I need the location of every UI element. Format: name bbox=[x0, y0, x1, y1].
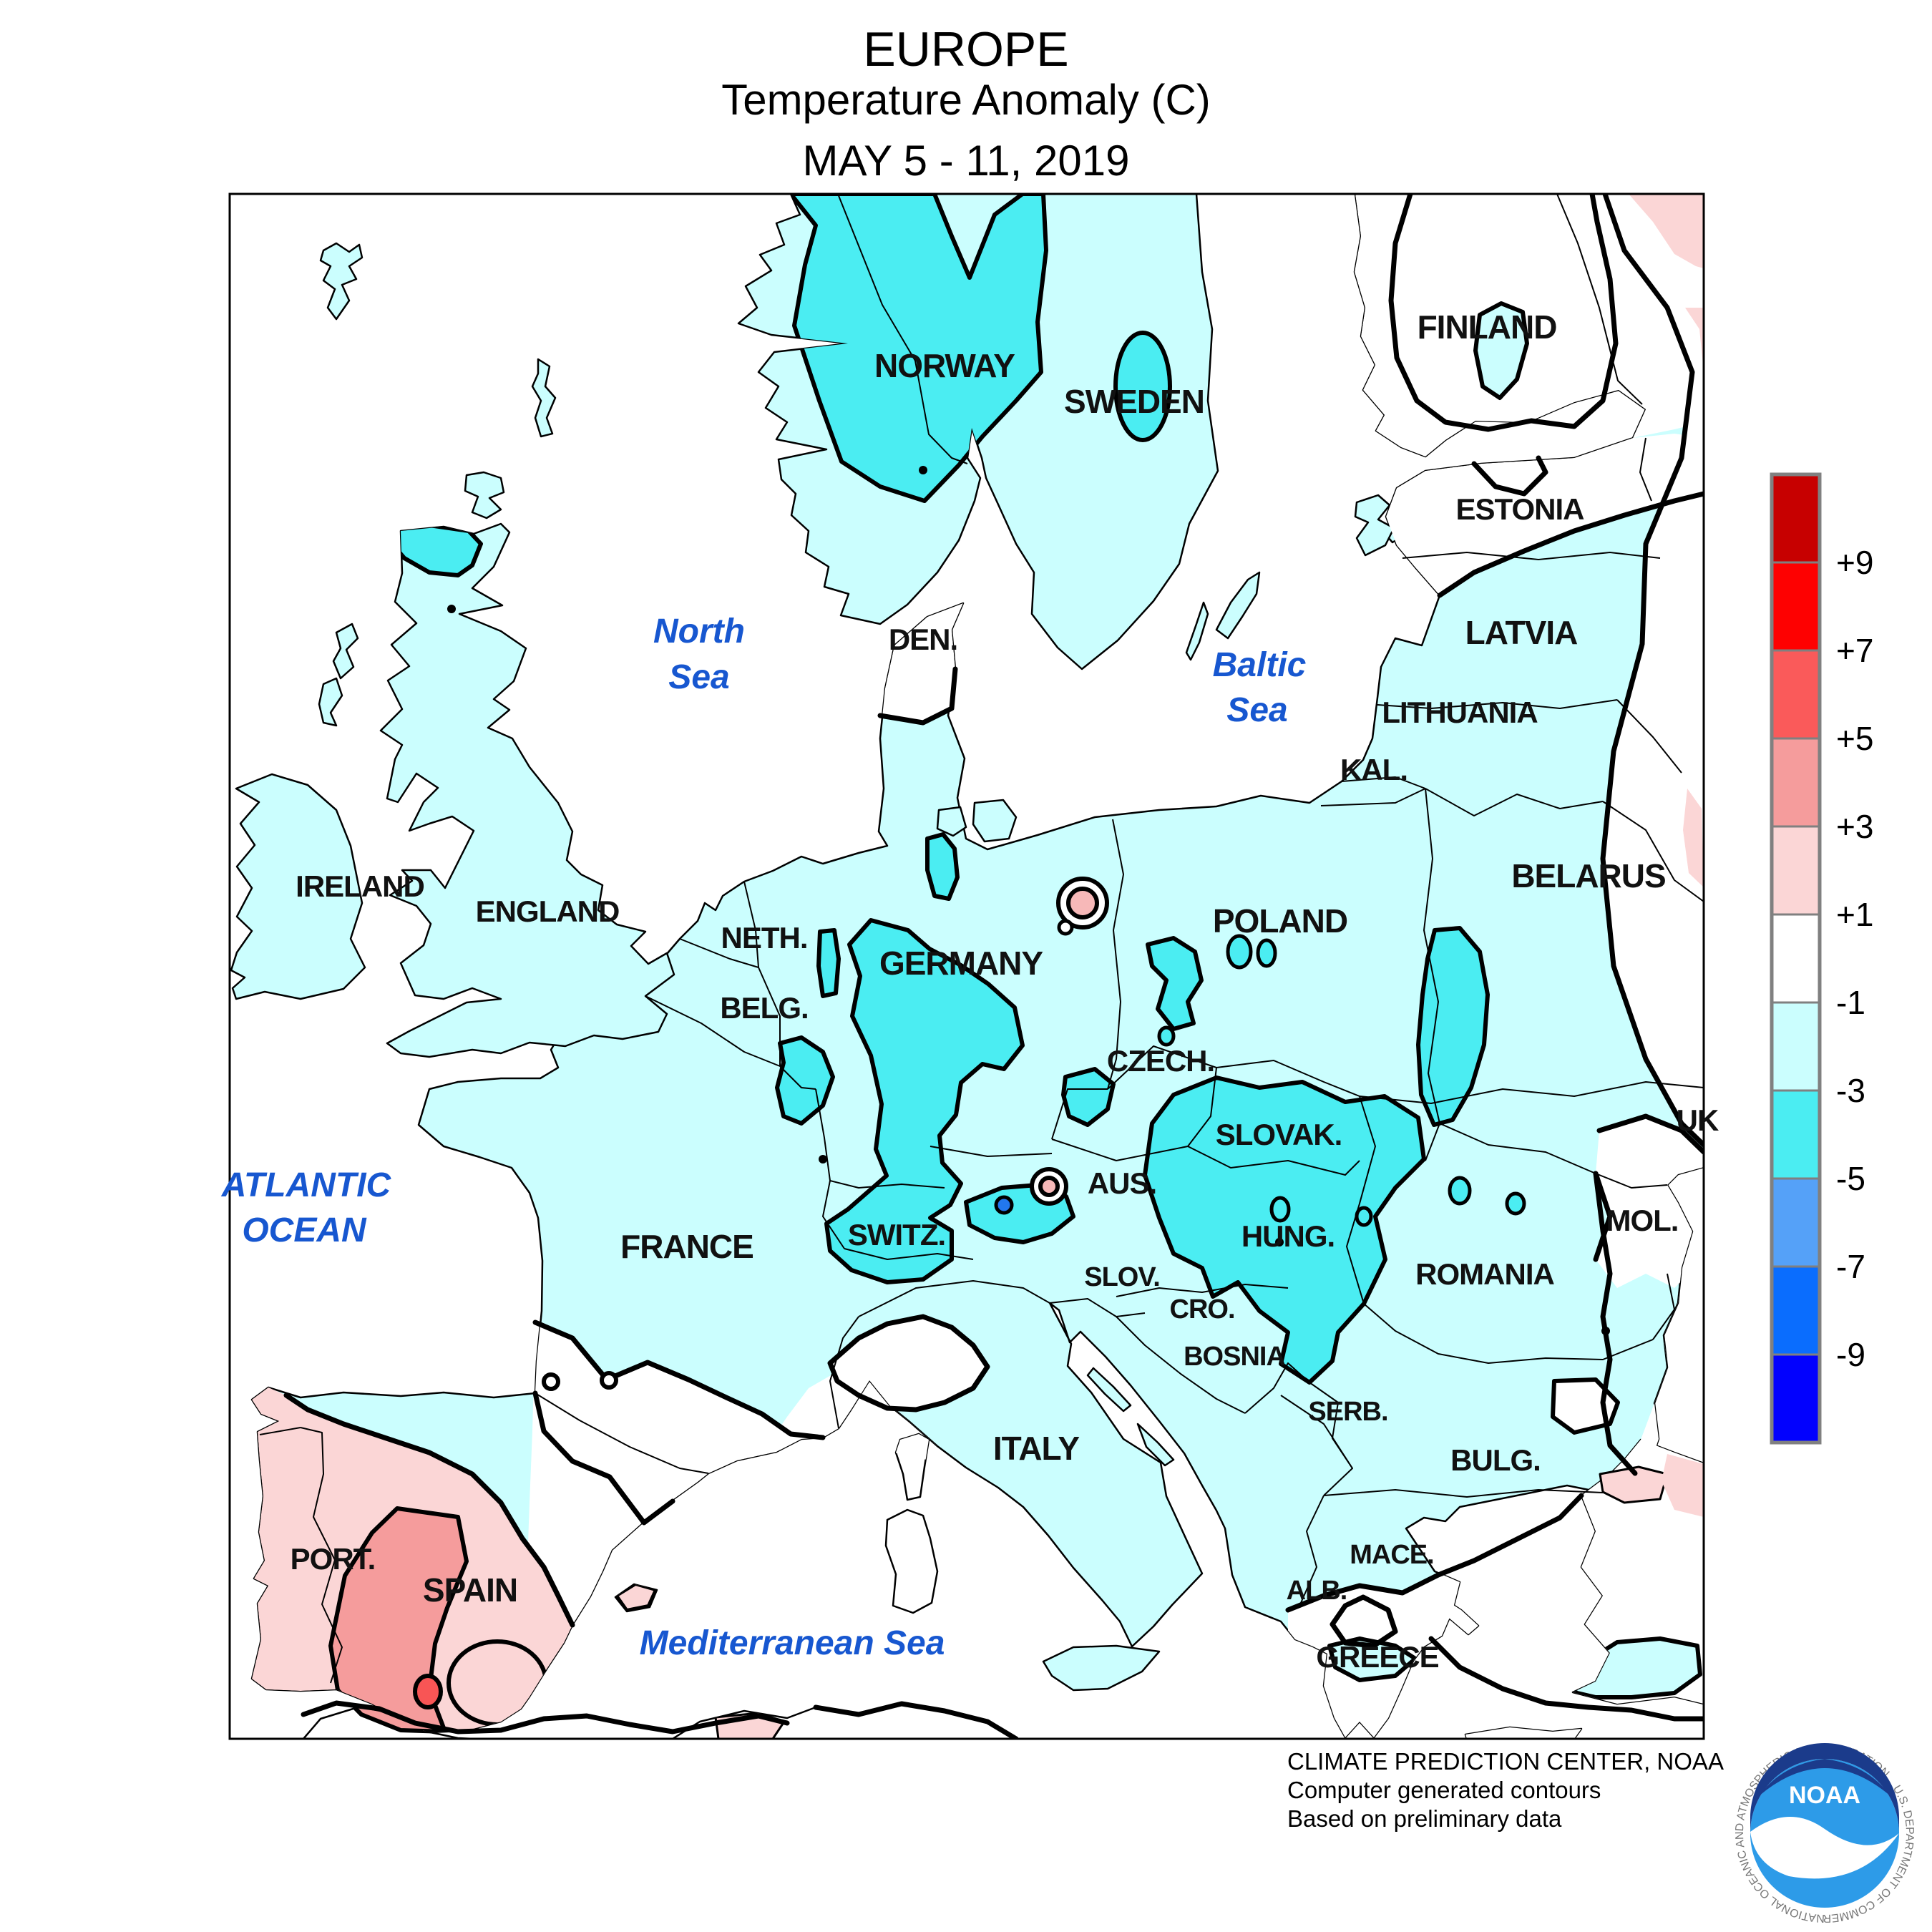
svg-text:ITALY: ITALY bbox=[993, 1430, 1080, 1467]
svg-text:NOAA: NOAA bbox=[1789, 1782, 1860, 1809]
svg-text:SLOV.: SLOV. bbox=[1084, 1262, 1160, 1292]
svg-text:BELG.: BELG. bbox=[720, 991, 808, 1025]
svg-text:Based on preliminary data: Based on preliminary data bbox=[1287, 1805, 1562, 1832]
svg-text:MACE.: MACE. bbox=[1350, 1540, 1433, 1570]
svg-text:SWEDEN: SWEDEN bbox=[1064, 383, 1204, 420]
svg-text:ROMANIA: ROMANIA bbox=[1415, 1257, 1554, 1291]
svg-text:North: North bbox=[653, 613, 745, 650]
svg-text:+1: +1 bbox=[1836, 896, 1873, 933]
svg-text:ATLANTIC: ATLANTIC bbox=[221, 1166, 392, 1204]
svg-text:+3: +3 bbox=[1836, 808, 1873, 845]
svg-text:SPAIN: SPAIN bbox=[423, 1571, 517, 1609]
svg-text:KAL.: KAL. bbox=[1340, 753, 1407, 786]
svg-text:GERMANY: GERMANY bbox=[879, 945, 1043, 982]
svg-text:+7: +7 bbox=[1836, 632, 1873, 669]
svg-text:-9: -9 bbox=[1836, 1336, 1865, 1373]
svg-text:ALB.: ALB. bbox=[1287, 1576, 1347, 1606]
svg-text:+9: +9 bbox=[1836, 544, 1873, 581]
svg-text:Mediterranean Sea: Mediterranean Sea bbox=[640, 1624, 945, 1662]
svg-text:LATVIA: LATVIA bbox=[1465, 614, 1578, 651]
svg-text:CRO.: CRO. bbox=[1170, 1294, 1235, 1324]
svg-text:OCEAN: OCEAN bbox=[242, 1211, 367, 1249]
svg-text:Sea: Sea bbox=[668, 658, 729, 696]
svg-text:AUS.: AUS. bbox=[1088, 1166, 1156, 1200]
svg-text:-5: -5 bbox=[1836, 1160, 1865, 1197]
svg-text:BELARUS: BELARUS bbox=[1511, 857, 1665, 894]
svg-text:EUROPE: EUROPE bbox=[863, 22, 1068, 77]
svg-text:MAY 5 - 11, 2019: MAY 5 - 11, 2019 bbox=[803, 137, 1130, 185]
svg-text:-7: -7 bbox=[1836, 1248, 1865, 1285]
svg-text:POLAND: POLAND bbox=[1213, 902, 1347, 940]
svg-text:IRELAND: IRELAND bbox=[296, 869, 424, 903]
svg-text:BULG.: BULG. bbox=[1450, 1443, 1541, 1477]
svg-text:Temperature Anomaly (C): Temperature Anomaly (C) bbox=[721, 76, 1211, 124]
svg-text:LITHUANIA: LITHUANIA bbox=[1382, 696, 1538, 729]
svg-text:HUNG.: HUNG. bbox=[1241, 1219, 1335, 1253]
svg-text:Baltic: Baltic bbox=[1213, 646, 1307, 684]
svg-text:PORT.: PORT. bbox=[291, 1542, 376, 1576]
svg-text:-3: -3 bbox=[1836, 1072, 1865, 1109]
svg-text:ESTONIA: ESTONIA bbox=[1456, 492, 1585, 526]
svg-text:NORWAY: NORWAY bbox=[874, 347, 1015, 384]
svg-text:SWITZ.: SWITZ. bbox=[848, 1218, 945, 1252]
svg-text:FRANCE: FRANCE bbox=[620, 1228, 753, 1265]
svg-text:BOSNIA: BOSNIA bbox=[1184, 1342, 1285, 1372]
svg-text:CLIMATE PREDICTION CENTER, NOA: CLIMATE PREDICTION CENTER, NOAA bbox=[1287, 1748, 1724, 1775]
svg-text:+5: +5 bbox=[1836, 720, 1873, 757]
svg-text:SERB.: SERB. bbox=[1308, 1397, 1387, 1427]
svg-text:FINLAND: FINLAND bbox=[1418, 308, 1557, 346]
svg-text:SLOVAK.: SLOVAK. bbox=[1216, 1118, 1342, 1151]
svg-text:CZECH.: CZECH. bbox=[1107, 1044, 1214, 1078]
svg-text:NETH.: NETH. bbox=[721, 921, 808, 955]
svg-text:UK: UK bbox=[1677, 1103, 1719, 1137]
svg-text:Sea: Sea bbox=[1226, 691, 1287, 729]
svg-text:DEN.: DEN. bbox=[889, 623, 957, 656]
svg-text:ENGLAND: ENGLAND bbox=[476, 894, 620, 928]
svg-text:Computer generated contours: Computer generated contours bbox=[1287, 1777, 1601, 1803]
svg-text:-1: -1 bbox=[1836, 984, 1865, 1021]
svg-text:MOL.: MOL. bbox=[1606, 1204, 1679, 1237]
svg-text:GREECE: GREECE bbox=[1316, 1640, 1438, 1674]
